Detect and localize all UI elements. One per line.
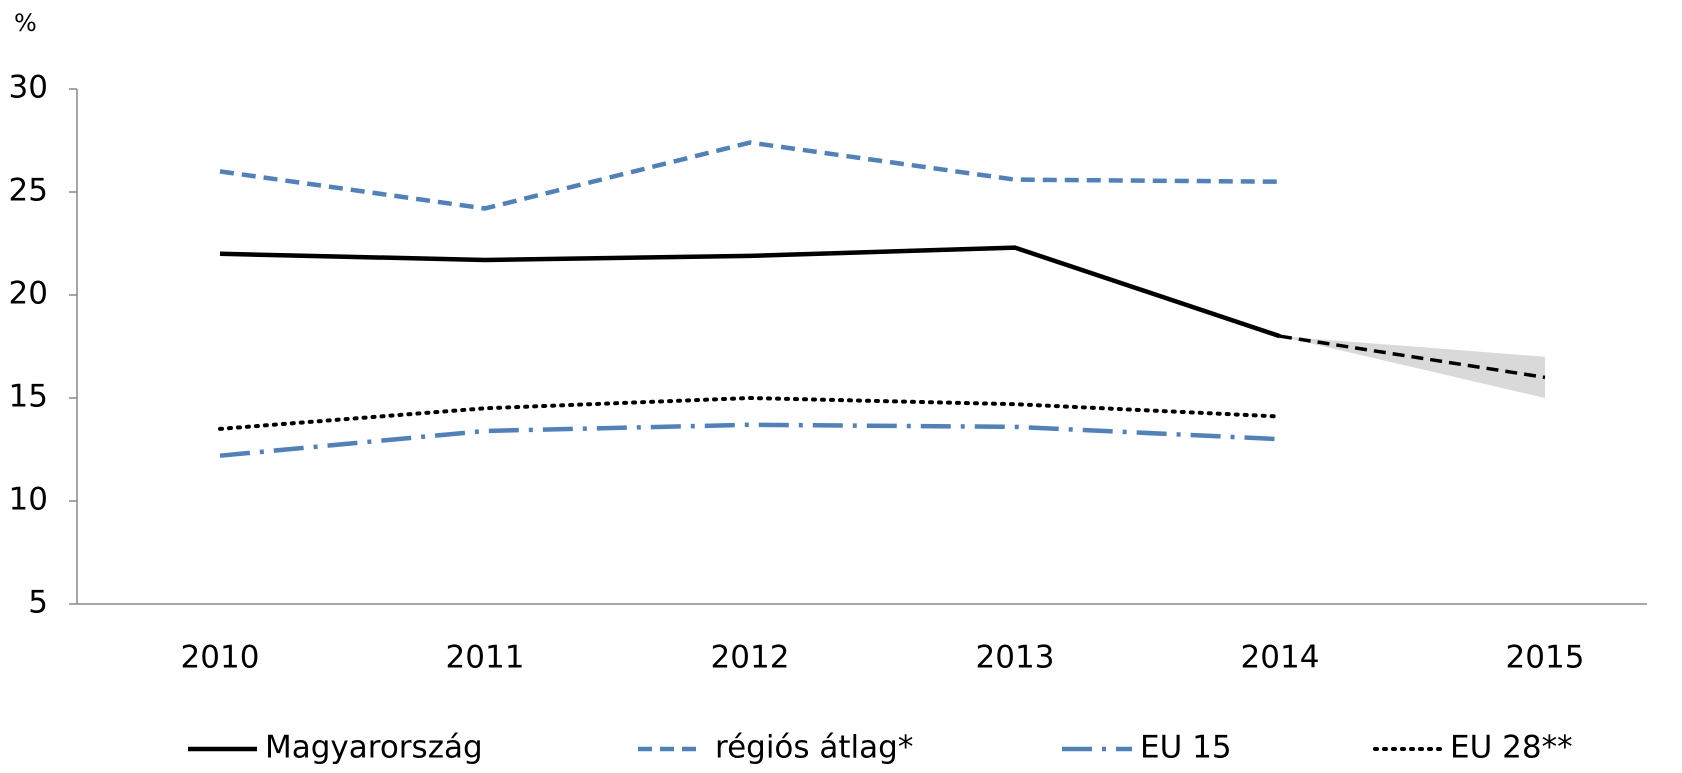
series-line [218, 396, 1282, 431]
x-tick-label: 2012 [711, 640, 790, 676]
y-tick-label: 10 [9, 482, 48, 518]
legend-label: EU 15 [1140, 730, 1232, 766]
forecast-band [1280, 336, 1545, 398]
y-axis-label: % [14, 9, 37, 37]
y-tick-label: 15 [9, 379, 48, 415]
series-line [219, 140, 1281, 211]
legend-label: régiós átlag* [715, 730, 913, 766]
forecast-line [1279, 334, 1546, 380]
y-tick-label: 30 [9, 70, 48, 106]
y-tick-label: 25 [9, 173, 48, 209]
x-tick-label: 2011 [446, 640, 525, 676]
x-tick-label: 2015 [1506, 640, 1585, 676]
x-tick-label: 2014 [1241, 640, 1320, 676]
y-tick-label: 20 [9, 276, 48, 312]
series-line [219, 422, 1281, 458]
y-tick-label: 5 [28, 585, 48, 621]
legend-label: Magyarország [265, 730, 483, 766]
x-tick-label: 2010 [181, 640, 260, 676]
series-line [219, 245, 1281, 339]
legend-label: EU 28** [1450, 730, 1573, 766]
x-tick-label: 2013 [976, 640, 1055, 676]
